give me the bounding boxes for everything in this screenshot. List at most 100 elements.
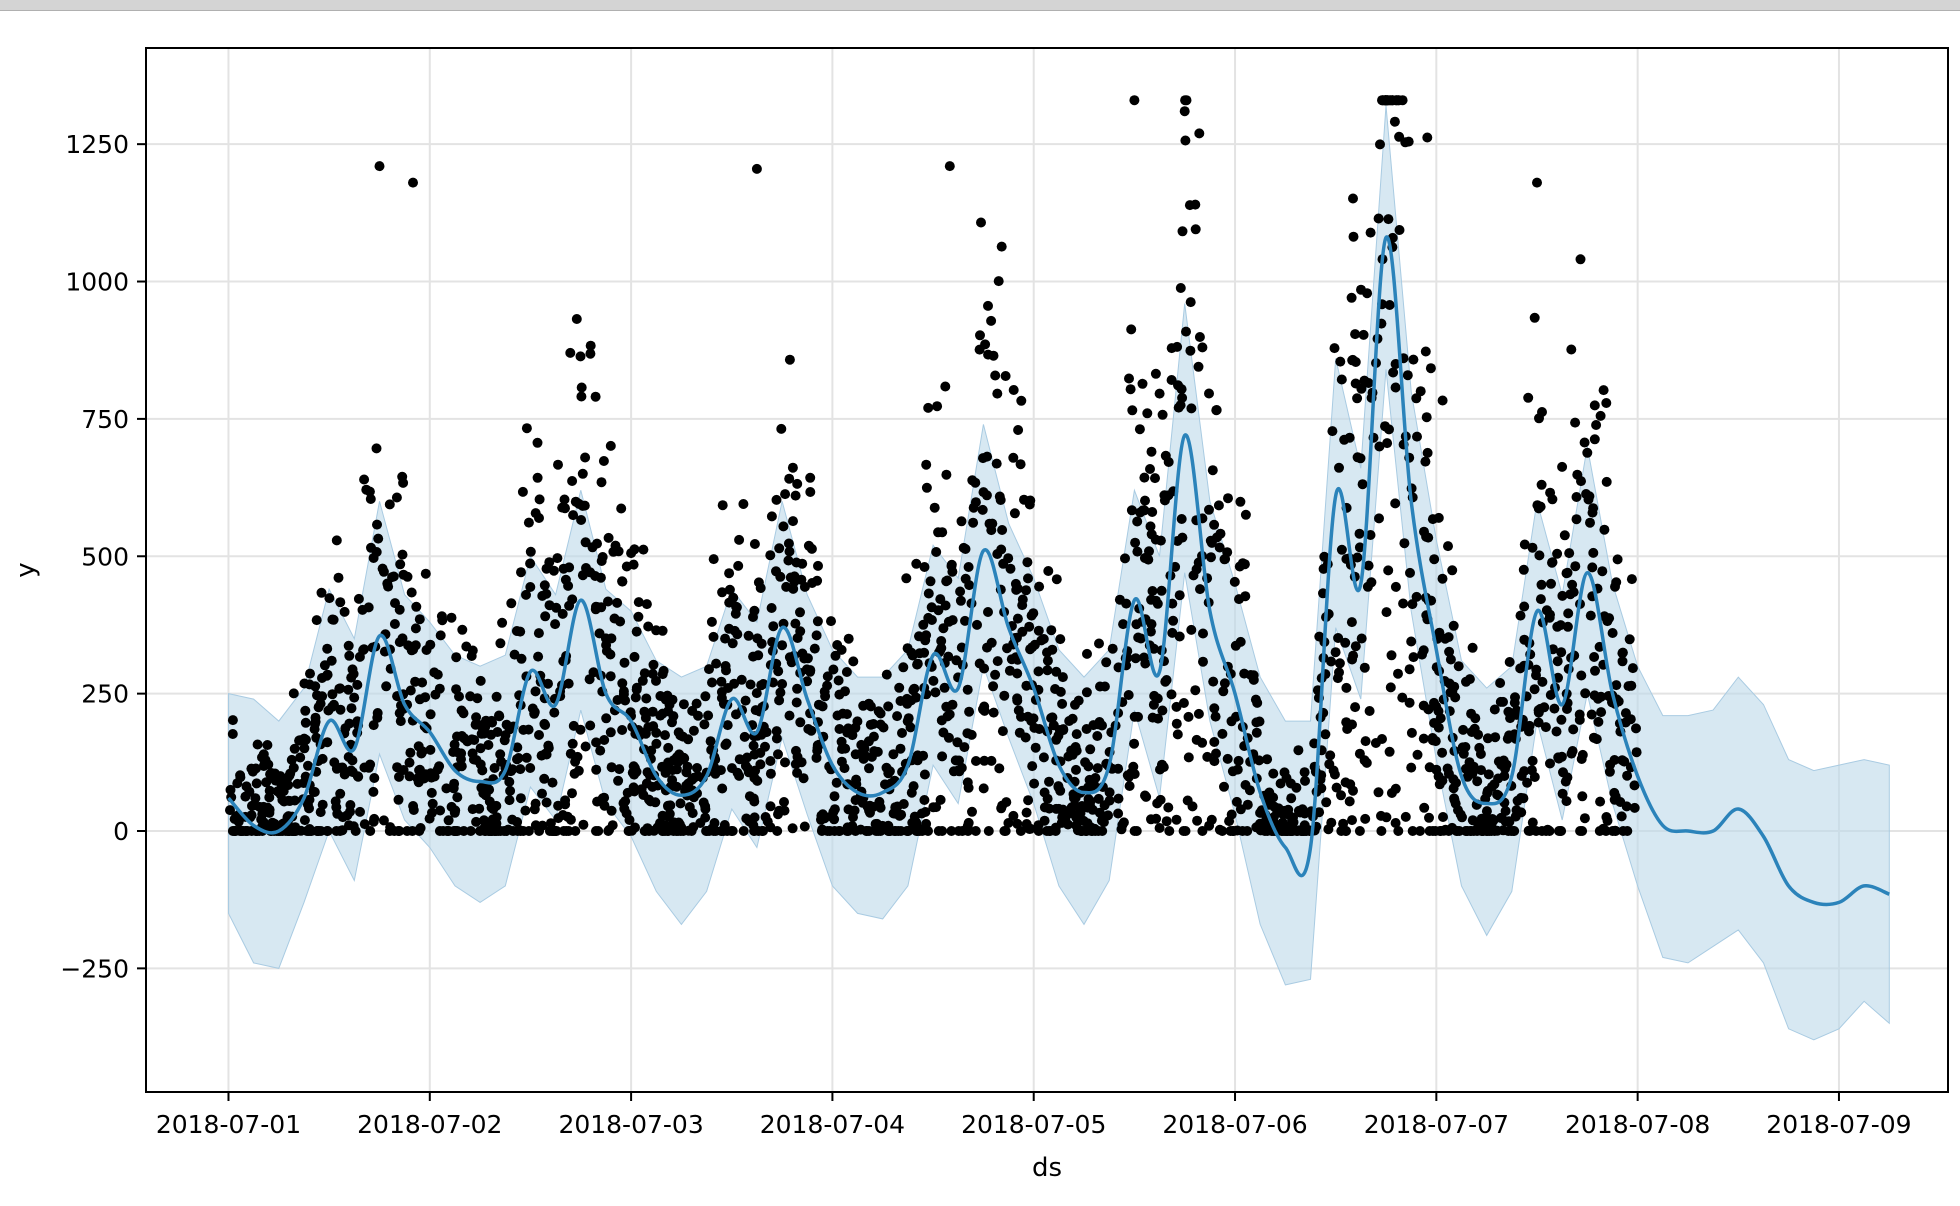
- observation-point: [983, 607, 993, 617]
- observation-point: [1081, 724, 1092, 734]
- observation-point: [1621, 801, 1632, 812]
- observation-point: [828, 664, 839, 675]
- observation-point: [943, 616, 954, 627]
- observation-point: [1404, 697, 1415, 708]
- observation-point: [1197, 826, 1208, 836]
- observation-point: [1051, 574, 1062, 585]
- observation-point: [1218, 686, 1229, 697]
- observation-point: [580, 452, 591, 463]
- observation-point: [361, 484, 372, 495]
- observation-point: [1619, 756, 1630, 767]
- observation-point: [1504, 657, 1515, 667]
- observation-point: [797, 558, 808, 569]
- observation-point: [425, 709, 436, 720]
- observation-point: [1178, 826, 1189, 836]
- observation-point: [1388, 367, 1399, 378]
- observation-point: [553, 459, 563, 470]
- observation-point: [1232, 764, 1243, 775]
- observation-point: [1021, 680, 1032, 691]
- observation-point: [1453, 661, 1464, 672]
- observation-point: [663, 801, 674, 812]
- observation-point: [1275, 778, 1286, 789]
- observation-point: [1141, 791, 1152, 802]
- observation-point: [1334, 658, 1345, 669]
- observation-point: [944, 709, 955, 720]
- observation-point: [1016, 711, 1026, 722]
- x-axis-ticks: 2018-07-01 2018-07-02 2018-07-03 2018-07-04…: [156, 1092, 1912, 1139]
- observation-point: [250, 763, 261, 774]
- observation-point: [775, 687, 786, 698]
- observation-point: [1167, 598, 1178, 609]
- observation-point: [1070, 792, 1081, 803]
- observation-point: [530, 798, 541, 809]
- observation-point: [1140, 658, 1151, 669]
- observation-point: [1209, 737, 1220, 747]
- observation-point: [305, 668, 315, 679]
- observation-point: [1566, 344, 1577, 355]
- observation-point: [833, 675, 844, 686]
- observation-point: [1570, 561, 1581, 572]
- observation-point: [344, 718, 355, 729]
- observation-point: [1604, 766, 1615, 777]
- observation-point: [1422, 447, 1433, 458]
- observation-point: [806, 725, 817, 736]
- observation-point: [521, 589, 531, 600]
- observation-point: [1046, 625, 1057, 636]
- observation-point: [488, 804, 499, 815]
- observation-point: [802, 676, 813, 687]
- observation-point: [956, 516, 967, 527]
- observation-point: [999, 690, 1010, 701]
- observation-point: [1626, 574, 1637, 585]
- observation-point: [1397, 692, 1408, 703]
- observation-point: [1120, 553, 1130, 564]
- observation-point: [1160, 450, 1171, 461]
- observation-point: [1134, 424, 1145, 435]
- observation-point: [756, 638, 767, 649]
- observation-point: [557, 608, 568, 619]
- observation-point: [1012, 818, 1023, 829]
- observation-point: [540, 720, 551, 730]
- observation-point: [1124, 373, 1134, 384]
- observation-point: [1376, 826, 1387, 836]
- observation-point: [1390, 818, 1401, 828]
- observation-point: [410, 623, 421, 634]
- observation-point: [751, 688, 762, 699]
- observation-point: [1527, 817, 1538, 828]
- observation-point: [1519, 539, 1530, 550]
- observation-point: [1607, 826, 1618, 836]
- observation-point: [1008, 385, 1019, 395]
- observation-point: [1354, 826, 1365, 836]
- observation-point: [667, 717, 677, 728]
- observation-point: [1309, 738, 1320, 749]
- observation-point: [1568, 724, 1579, 735]
- observation-point: [1588, 547, 1599, 558]
- observation-point: [707, 677, 717, 688]
- observation-point: [1399, 538, 1410, 549]
- observation-point: [1425, 363, 1436, 374]
- observation-point: [1406, 636, 1417, 647]
- observation-point: [906, 787, 917, 798]
- observation-point: [419, 773, 430, 784]
- observation-point: [780, 757, 790, 768]
- observation-point: [1623, 681, 1634, 692]
- observation-point: [1081, 687, 1092, 698]
- observation-point: [1582, 447, 1593, 458]
- observation-point: [533, 628, 544, 639]
- observation-point: [1562, 621, 1573, 632]
- observation-point: [1559, 530, 1570, 541]
- observation-point: [451, 652, 462, 663]
- observation-point: [753, 577, 764, 588]
- observation-point: [1588, 732, 1599, 743]
- observation-point: [1222, 547, 1233, 558]
- observation-point: [1500, 816, 1511, 827]
- observation-point: [1350, 641, 1361, 652]
- observation-point: [687, 808, 698, 819]
- observation-point: [1407, 826, 1418, 836]
- observation-point: [491, 819, 501, 829]
- observation-point: [765, 822, 776, 833]
- observation-point: [688, 725, 699, 736]
- observation-point: [633, 597, 644, 608]
- observation-point: [1211, 748, 1221, 759]
- observation-point: [688, 822, 699, 833]
- observation-point: [789, 571, 800, 582]
